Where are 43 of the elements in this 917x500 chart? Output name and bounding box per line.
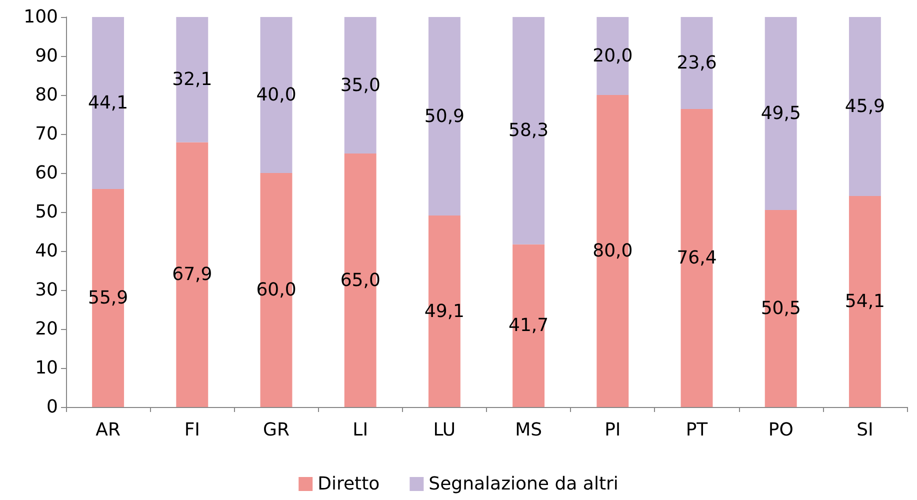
data-label: 60,0 xyxy=(256,280,296,300)
y-tick-label: 40 xyxy=(35,240,58,262)
x-tick-label: PO xyxy=(768,420,794,440)
data-label: 55,9 xyxy=(88,287,128,308)
x-tick-label: AR xyxy=(96,420,120,440)
data-label: 65,0 xyxy=(340,270,380,291)
data-label: 50,9 xyxy=(424,106,464,127)
legend-label: Segnalazione da altri xyxy=(428,474,618,494)
y-tick-label: 0 xyxy=(46,396,58,418)
y-tick-label: 50 xyxy=(35,202,58,222)
x-tick-label: LU xyxy=(433,420,456,440)
data-label: 67,9 xyxy=(172,264,212,286)
legend-label: Diretto xyxy=(318,474,380,494)
data-label: 35,0 xyxy=(340,74,380,96)
y-tick-label: 80 xyxy=(35,84,58,106)
x-tick-label: PI xyxy=(604,420,621,440)
data-label: 49,5 xyxy=(760,103,801,124)
x-tick-label: LI xyxy=(352,420,368,440)
data-label: 54,1 xyxy=(844,291,885,312)
data-label: 50,5 xyxy=(760,298,801,320)
x-tick-label: MS xyxy=(515,420,542,440)
data-label: 32,1 xyxy=(172,69,212,90)
data-label: 44,1 xyxy=(88,92,128,114)
x-tick-label: GR xyxy=(263,420,290,440)
y-tick-label: 20 xyxy=(35,318,58,340)
data-label: 49,1 xyxy=(424,300,464,322)
data-label: 45,9 xyxy=(844,96,885,118)
y-tick-label: 100 xyxy=(24,6,58,28)
data-label: 40,0 xyxy=(256,84,296,106)
y-tick-label: 90 xyxy=(35,46,58,66)
data-label: 23,6 xyxy=(676,52,717,74)
x-tick-label: PT xyxy=(686,420,709,440)
y-tick-label: 60 xyxy=(35,162,58,184)
data-label: 20,0 xyxy=(592,46,633,66)
y-tick-label: 10 xyxy=(35,358,58,378)
data-label: 76,4 xyxy=(676,248,717,269)
x-tick-label: SI xyxy=(856,420,874,440)
data-label: 80,0 xyxy=(592,240,633,262)
y-tick-label: 30 xyxy=(35,280,58,300)
x-tick-label: FI xyxy=(184,420,200,440)
data-label: 41,7 xyxy=(508,315,549,336)
y-tick-label: 70 xyxy=(35,124,58,144)
data-label: 58,3 xyxy=(508,120,549,142)
